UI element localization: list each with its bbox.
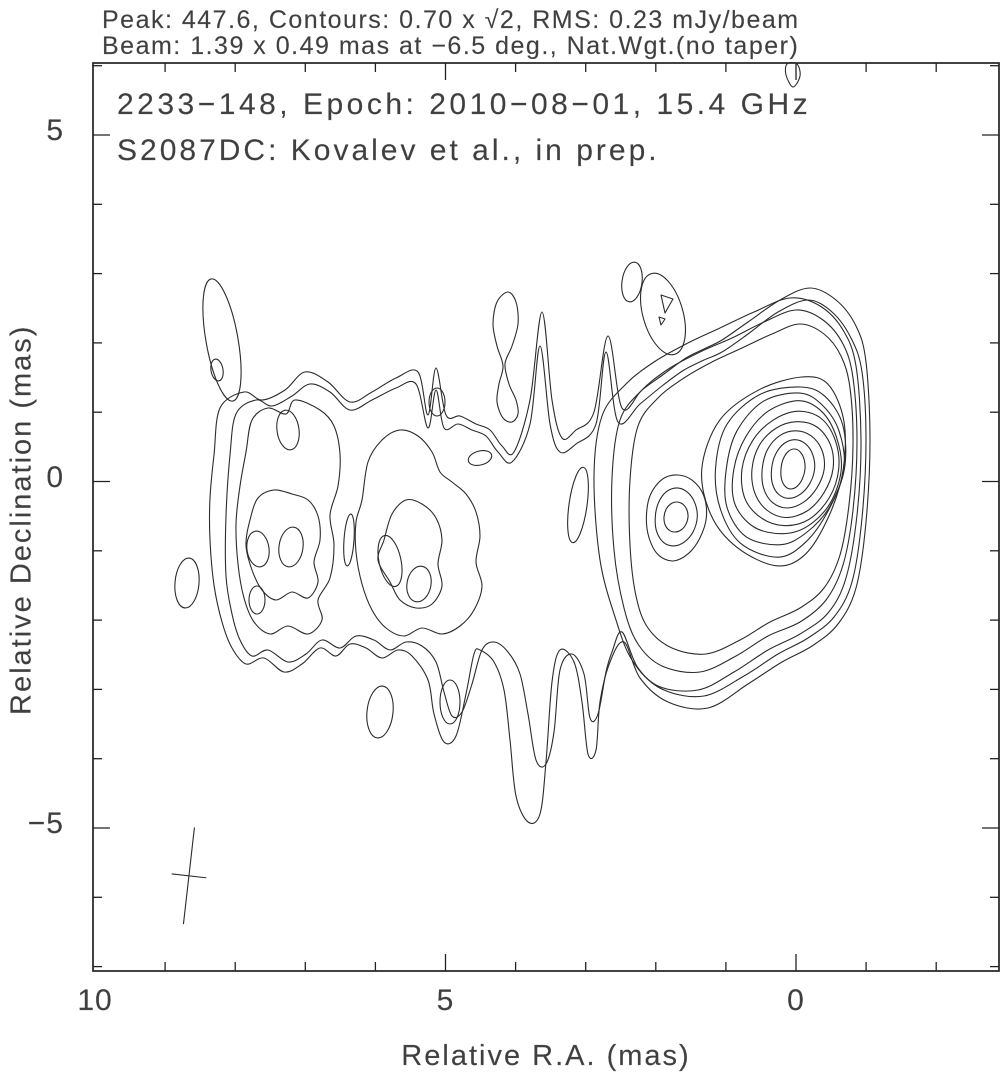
- contour-south-drop: [366, 685, 394, 739]
- x-tick-label: 5: [436, 984, 455, 1017]
- contour-gap-sliver-e: [567, 466, 589, 544]
- contour-top-small-oval: [621, 261, 643, 303]
- header-line-2: Beam: 1.39 x 0.49 mas at −6.5 deg., Nat.…: [102, 32, 800, 60]
- contour-ring: [701, 376, 846, 567]
- contour-ring: [663, 501, 689, 533]
- contour-ring: [645, 474, 708, 562]
- contour-hook-bean: [467, 450, 493, 466]
- x-tick-label: 0: [787, 984, 805, 1017]
- contour-core-peanut-1: [628, 323, 854, 655]
- contour-mid-clump-outer: [354, 429, 483, 637]
- contour-left-sub-oval-c: [248, 585, 266, 615]
- contour-top-edge-droplet: [784, 62, 801, 88]
- contour-ring: [740, 410, 840, 527]
- contour-mid-clump-inner: [377, 498, 443, 609]
- contour-left-sub-oval-b: [278, 526, 304, 568]
- contour-nw-elongated-inner: [210, 358, 224, 382]
- contour-ring: [654, 487, 698, 547]
- contour-ring: [770, 439, 816, 499]
- contour-left-clump-outer: [235, 399, 341, 635]
- contour-south-oval: [439, 679, 461, 725]
- contour-ring: [761, 430, 826, 509]
- contour-left-sub-oval-a: [246, 530, 270, 568]
- axis-box: [92, 62, 1000, 972]
- x-tick-label: 10: [77, 984, 113, 1017]
- y-axis-label: Relative Declination (mas): [5, 324, 38, 716]
- y-tick-label: 5: [46, 114, 64, 147]
- contour-nw-elongated-blob: [202, 278, 242, 402]
- contour-gap-sliver-w: [343, 513, 355, 567]
- contour-left-clump-inner: [245, 489, 321, 601]
- contour-envelope-outer: [208, 287, 871, 824]
- contour-left-top-oval: [276, 409, 300, 451]
- contour-ring: [751, 421, 835, 519]
- contour-core-peanut-2: [611, 309, 858, 673]
- contour-core-peanut-3: [593, 297, 862, 692]
- plot-title: 2233−148, Epoch: 2010−08−01, 15.4 GHz: [117, 88, 812, 121]
- x-axis-label: Relative R.A. (mas): [401, 1040, 691, 1072]
- contour-finger-oval: [428, 387, 446, 417]
- contour-blob-speck: [658, 316, 666, 326]
- contour-top-right-blob: [640, 272, 686, 356]
- y-tick-label: 0: [46, 460, 64, 494]
- contour-mid-sub-oval-a: [377, 534, 403, 588]
- contour-lines: [174, 62, 871, 824]
- contour-ring: [724, 392, 845, 546]
- axis-ticks: [93, 63, 999, 971]
- plot-subtitle: S2087DC: Kovalev et al., in prep.: [117, 134, 660, 167]
- contour-west-small-blob: [174, 557, 200, 609]
- header-line-1: Peak: 447.6, Contours: 0.70 x √2, RMS: 0…: [102, 6, 800, 34]
- contour-peanut-blob: [492, 291, 519, 423]
- beam-cross: [171, 827, 207, 925]
- contour-ring: [714, 386, 847, 558]
- contour-ring: [780, 448, 806, 490]
- contour-envelope-2: [224, 299, 867, 768]
- contour-mid-sub-oval-b: [406, 565, 432, 603]
- y-tick-label: −5: [27, 807, 64, 840]
- contour-ring: [731, 400, 843, 535]
- contour-blob-triangle: [660, 294, 674, 314]
